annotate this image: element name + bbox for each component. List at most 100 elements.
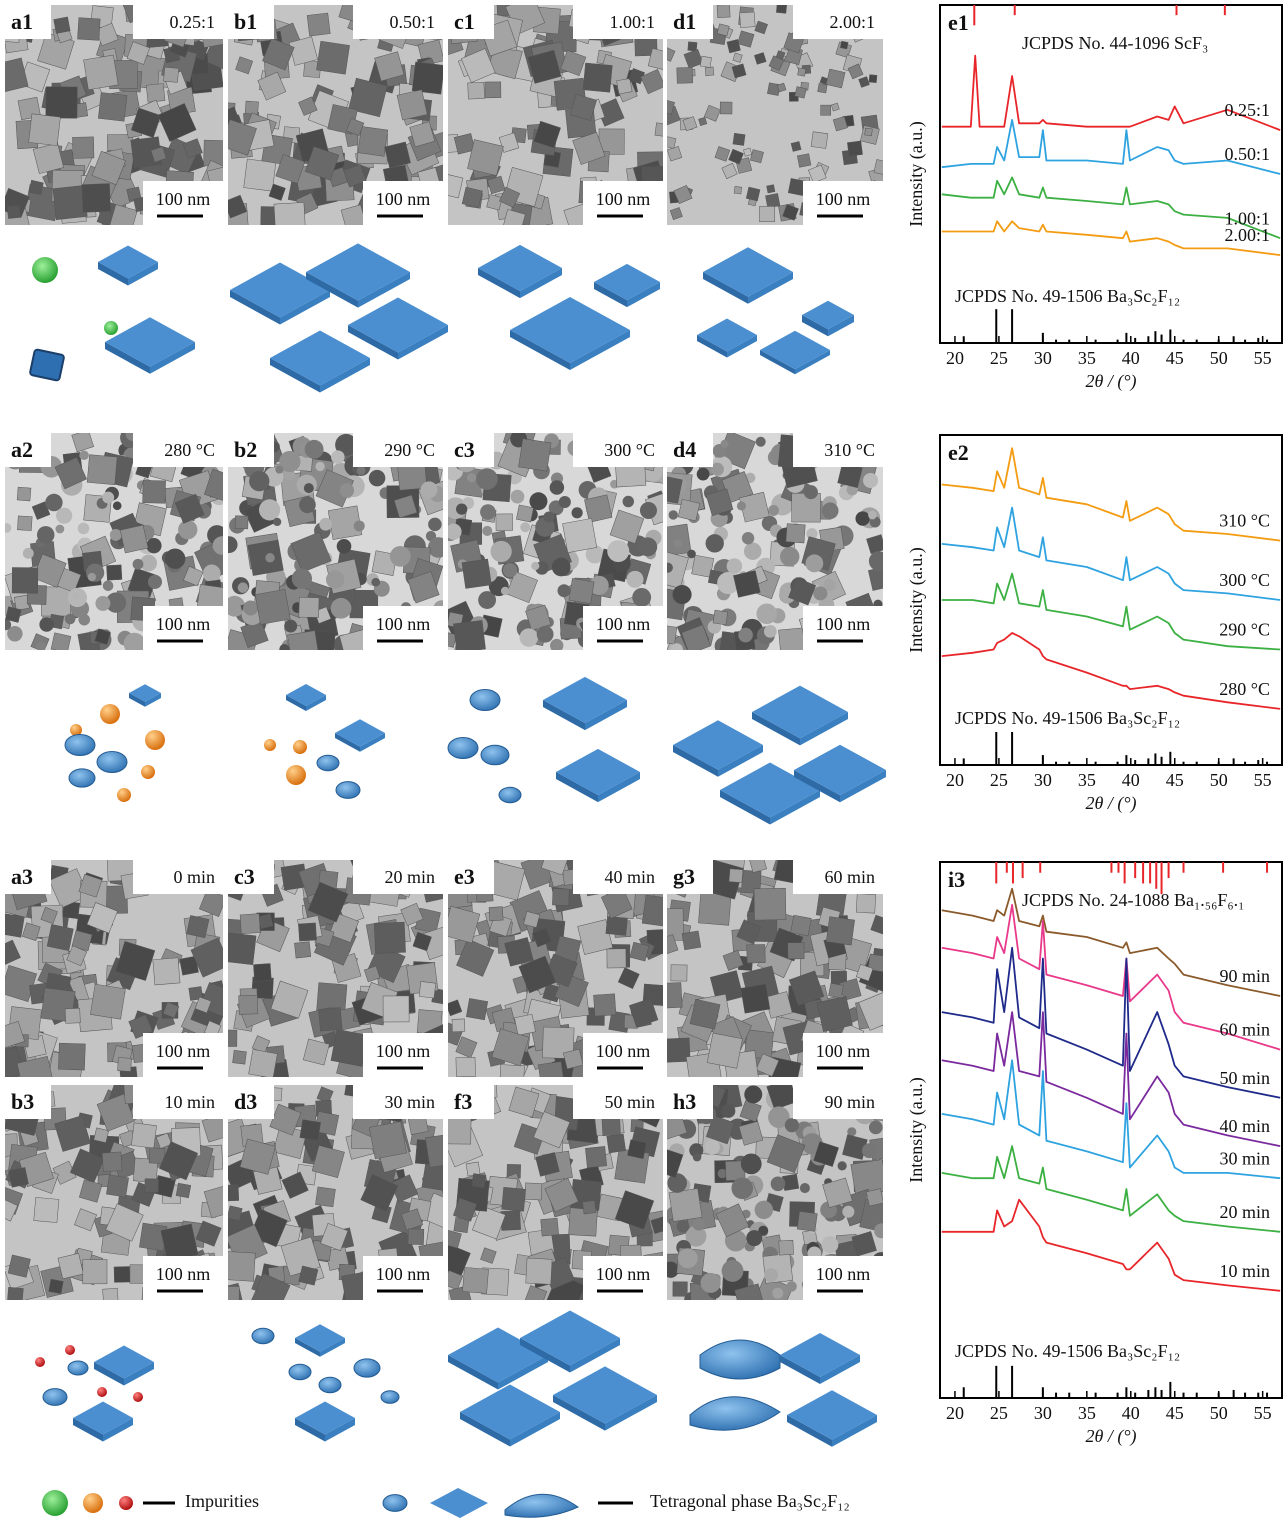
plate-schematic (510, 297, 630, 370)
plate-schematic (286, 684, 326, 711)
particle (284, 620, 297, 633)
particle (511, 490, 525, 504)
particle (669, 1188, 702, 1221)
plate-schematic (780, 1333, 860, 1384)
particle (0, 619, 11, 630)
plate-top (752, 686, 848, 739)
particle (698, 893, 731, 926)
disc-schematic (289, 1364, 311, 1379)
particle (17, 516, 32, 531)
plate-top (673, 720, 763, 770)
particle (369, 470, 386, 487)
particle (412, 62, 444, 94)
disc-schematic (336, 782, 360, 799)
x-tick-label: 40 (1122, 1403, 1140, 1423)
particle (607, 1134, 626, 1153)
particle (764, 1268, 778, 1282)
reference-label: JCPDS No. 49-1506 Ba₃Sc₂F₁₂ (955, 286, 1180, 306)
particle (869, 75, 877, 83)
particle (331, 598, 352, 619)
scale-label: 100 nm (156, 1041, 211, 1061)
particle (319, 518, 332, 531)
x-tick-label: 45 (1166, 348, 1184, 368)
x-tick-label: 40 (1122, 770, 1140, 790)
plate-top (780, 1333, 860, 1377)
particle (761, 1291, 769, 1299)
disc-schematic (470, 690, 500, 711)
particle (734, 186, 742, 194)
legend-label: Impurities (185, 1491, 259, 1511)
particle (741, 1154, 762, 1175)
particle (466, 998, 487, 1019)
particle (428, 518, 442, 532)
particle (9, 1167, 29, 1187)
particle (29, 114, 61, 146)
particle (178, 520, 197, 539)
plate-schematic (752, 686, 848, 746)
plate-schematic (760, 331, 830, 375)
plate-schematic (594, 264, 660, 307)
particle (95, 596, 110, 611)
sphere-schematic (65, 1345, 75, 1355)
particle (2, 523, 12, 533)
particle (273, 518, 281, 526)
particle (786, 524, 805, 543)
scale-label: 100 nm (816, 1264, 871, 1284)
particle (607, 540, 629, 562)
particle (79, 451, 89, 461)
particle (161, 1224, 198, 1261)
particle (72, 137, 94, 159)
particle (817, 996, 852, 1031)
panel-condition: 30 min (384, 1092, 435, 1112)
particle (555, 537, 565, 547)
particle (124, 633, 146, 655)
sphere-schematic (119, 1496, 133, 1510)
x-tick-label: 55 (1254, 1403, 1272, 1423)
particle (114, 1267, 130, 1283)
particle (203, 564, 221, 582)
x-tick-label: 30 (1034, 1403, 1052, 1423)
particle (5, 607, 21, 623)
sphere-schematic (293, 740, 307, 754)
particle (453, 620, 485, 652)
series-label: 40 min (1219, 1116, 1270, 1136)
particle (733, 571, 760, 598)
particle (786, 1281, 796, 1291)
particle (791, 915, 812, 936)
particle (496, 514, 513, 531)
particle (245, 101, 258, 114)
x-tick-label: 25 (990, 1403, 1008, 1423)
particle (720, 102, 732, 114)
x-axis-title: 2θ / (°) (1085, 1426, 1136, 1447)
particle (421, 481, 438, 498)
particle (445, 523, 461, 539)
tem-image: g360 min100 nm (651, 846, 898, 1091)
particle (45, 494, 62, 511)
particle (299, 1266, 318, 1285)
scale-label: 100 nm (816, 1041, 871, 1061)
particle (856, 894, 876, 914)
x-tick-label: 25 (990, 770, 1008, 790)
particle (780, 547, 799, 566)
particle (371, 578, 380, 587)
particle (17, 487, 31, 501)
particle (516, 505, 533, 522)
particle (54, 17, 71, 34)
particle (58, 1253, 83, 1278)
particle (87, 455, 117, 485)
panel-label: d4 (673, 437, 696, 462)
particle (462, 559, 491, 588)
particle (818, 83, 828, 93)
particle (304, 483, 314, 493)
plate-schematic (129, 684, 161, 707)
legend-half-disc (505, 1494, 578, 1517)
particle (866, 1189, 883, 1206)
x-tick-label: 35 (1078, 1403, 1096, 1423)
sphere-schematic (117, 788, 131, 802)
plate-schematic (460, 1385, 560, 1447)
x-tick-label: 50 (1210, 1403, 1228, 1423)
series-label: 0.50:1 (1224, 144, 1270, 164)
x-tick-label: 35 (1078, 770, 1096, 790)
tem-image: b2290 °C100 nm (221, 431, 453, 667)
sphere-schematic (141, 765, 155, 779)
